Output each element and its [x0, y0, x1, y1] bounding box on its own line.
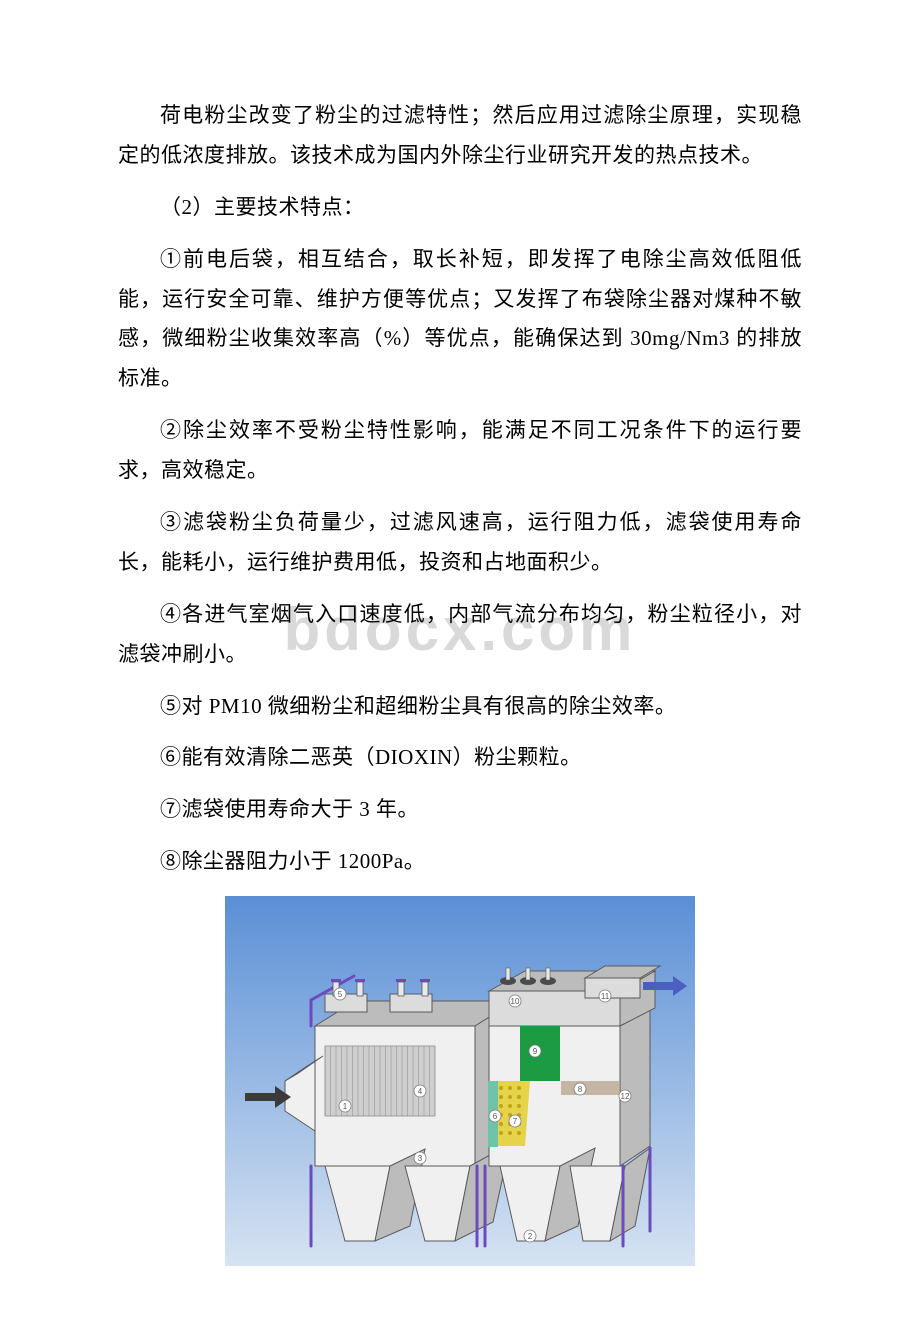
document-body: 荷电粉尘改变了粉尘的过滤特性；然后应用过滤除尘原理，实现稳定的低浓度排放。该技术… [118, 96, 802, 1266]
paragraph: ⑦滤袋使用寿命大于 3 年。 [118, 790, 802, 830]
svg-text:2: 2 [528, 1232, 533, 1241]
paragraph: （2）主要技术特点： [118, 188, 802, 228]
paragraph: ⑧除尘器阻力小于 1200Pa。 [118, 842, 802, 882]
svg-text:12: 12 [621, 1092, 630, 1101]
paragraph: ④各进气室烟气入口速度低，内部气流分布均匀，粉尘粒径小，对滤袋冲刷小。 [118, 595, 802, 675]
svg-text:1: 1 [343, 1102, 348, 1111]
svg-text:6: 6 [493, 1112, 498, 1121]
svg-text:9: 9 [533, 1047, 538, 1056]
svg-text:8: 8 [578, 1085, 583, 1094]
paragraph: ⑥能有效清除二恶英（DIOXIN）粉尘颗粒。 [118, 738, 802, 778]
svg-text:10: 10 [511, 997, 520, 1006]
svg-text:3: 3 [418, 1154, 423, 1163]
paragraph: ②除尘效率不受粉尘特性影响，能满足不同工况条件下的运行要求，高效稳定。 [118, 411, 802, 491]
svg-text:11: 11 [601, 992, 610, 1001]
svg-text:7: 7 [513, 1117, 518, 1126]
paragraph: ③滤袋粉尘负荷量少，过滤风速高，运行阻力低，滤袋使用寿命长，能耗小，运行维护费用… [118, 503, 802, 583]
svg-text:4: 4 [418, 1087, 423, 1096]
paragraph: ①前电后袋，相互结合，取长补短，即发挥了电除尘高效低阻低能，运行安全可靠、维护方… [118, 240, 802, 400]
diagram-svg: 123456789101112 [225, 896, 695, 1266]
dust-collector-diagram: 123456789101112 [118, 896, 802, 1266]
paragraph: ⑤对 PM10 微细粉尘和超细粉尘具有很高的除尘效率。 [118, 687, 802, 727]
svg-text:5: 5 [338, 990, 343, 999]
paragraph: 荷电粉尘改变了粉尘的过滤特性；然后应用过滤除尘原理，实现稳定的低浓度排放。该技术… [118, 96, 802, 176]
